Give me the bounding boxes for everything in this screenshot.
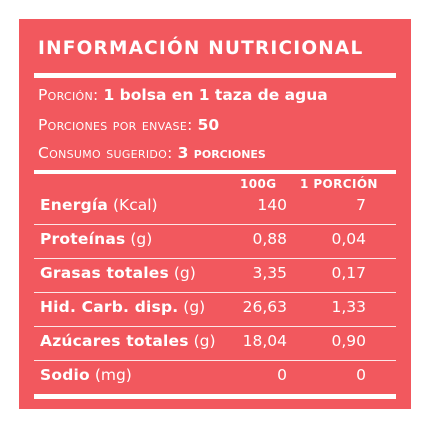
nutrition-panel (19, 19, 411, 409)
nutrient-name: Energía (Kcal) (40, 196, 158, 214)
table-row: Proteínas (g) 0,88 0,04 (0, 230, 430, 264)
table-row: Grasas totales (g) 3,35 0,17 (0, 264, 430, 298)
nutrient-name: Sodio (mg) (40, 366, 132, 384)
consumo-label: Consumo sugerido: (38, 144, 173, 162)
value-100g: 0 (277, 366, 287, 384)
value-100g: 18,04 (242, 332, 287, 350)
nutrition-title: INFORMACIÓN NUTRICIONAL (38, 38, 364, 59)
row-divider (34, 326, 396, 327)
row-divider (34, 360, 396, 361)
bottom-rule (34, 394, 396, 399)
nutrient-label: Energía (40, 196, 109, 214)
consumo-value: 3 porciones (177, 144, 266, 162)
nutrient-label: Proteínas (40, 230, 126, 248)
middle-rule (34, 170, 396, 174)
row-divider (34, 292, 396, 293)
nutrient-label: Azúcares totales (40, 332, 189, 350)
nutrient-name: Azúcares totales (g) (40, 332, 216, 350)
porcion-value: 1 bolsa en 1 taza de agua (103, 86, 328, 104)
nutrient-unit: (mg) (94, 366, 132, 384)
porcion-label: Porción: (38, 86, 99, 104)
value-1-porcion: 7 (356, 196, 366, 214)
value-1-porcion: 1,33 (331, 298, 366, 316)
nutrient-unit: (Kcal) (113, 196, 158, 214)
row-divider (34, 224, 396, 225)
porciones-value: 50 (197, 116, 220, 134)
table-row: Azúcares totales (g) 18,04 0,90 (0, 332, 430, 366)
nutrient-name: Grasas totales (g) (40, 264, 196, 282)
nutrient-unit: (g) (193, 332, 216, 350)
nutrient-unit: (g) (130, 230, 153, 248)
row-divider (34, 258, 396, 259)
value-1-porcion: 0,90 (331, 332, 366, 350)
value-100g: 26,63 (242, 298, 287, 316)
value-100g: 3,35 (252, 264, 287, 282)
table-row: Sodio (mg) 0 0 (0, 366, 430, 400)
column-header-100g: 100G (240, 177, 277, 191)
value-1-porcion: 0,04 (331, 230, 366, 248)
nutrient-label: Sodio (40, 366, 90, 384)
nutrient-name: Hid. Carb. disp. (g) (40, 298, 205, 316)
table-row: Energía (Kcal) 140 7 (0, 196, 430, 230)
porciones-label: Porciones por envase: (38, 116, 193, 134)
value-1-porcion: 0,17 (331, 264, 366, 282)
porciones-line: Porciones por envase: 50 (38, 116, 219, 134)
nutrient-label: Hid. Carb. disp. (40, 298, 179, 316)
nutrient-unit: (g) (173, 264, 196, 282)
porcion-line: Porción: 1 bolsa en 1 taza de agua (38, 86, 328, 104)
nutrient-unit: (g) (183, 298, 206, 316)
nutrient-label: Grasas totales (40, 264, 169, 282)
value-1-porcion: 0 (356, 366, 366, 384)
table-row: Hid. Carb. disp. (g) 26,63 1,33 (0, 298, 430, 332)
value-100g: 0,88 (252, 230, 287, 248)
value-100g: 140 (257, 196, 287, 214)
top-rule (34, 73, 396, 78)
consumo-line: Consumo sugerido: 3 porciones (38, 144, 266, 162)
nutrient-name: Proteínas (g) (40, 230, 152, 248)
column-header-1-porcion: 1 PORCIÓN (300, 177, 378, 191)
